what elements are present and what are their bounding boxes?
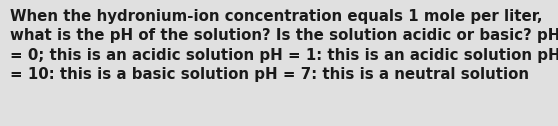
Text: When the hydronium-ion concentration equals 1 mole per liter,
what is the pH of : When the hydronium-ion concentration equ… bbox=[10, 9, 558, 83]
